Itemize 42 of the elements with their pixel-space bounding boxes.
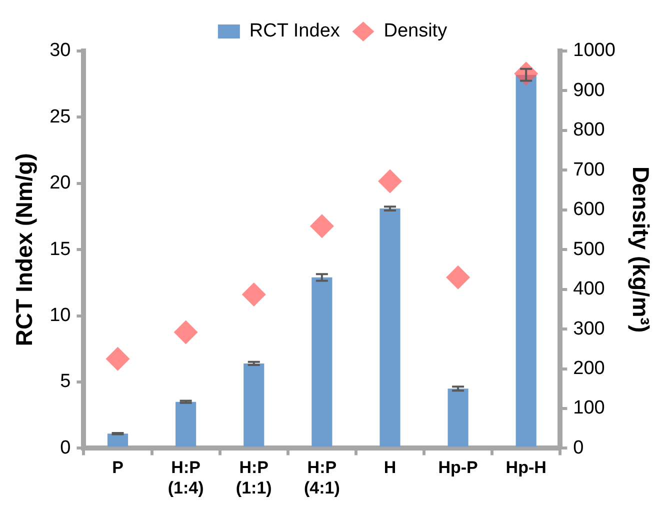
x-tick-label: H:P (4:1) <box>304 458 340 498</box>
bar <box>312 277 332 447</box>
y2-tick-label: 600 <box>573 199 605 220</box>
y2-tick-label: 300 <box>573 318 605 340</box>
legend-label: Density <box>384 20 448 42</box>
point <box>242 282 266 306</box>
legend-label: RCT Index <box>249 20 340 42</box>
bar <box>107 434 128 447</box>
y-tick-label: 0 <box>60 437 71 458</box>
bar <box>244 363 264 447</box>
y2-tick-label: 100 <box>573 398 605 419</box>
y2-tick-label: 0 <box>573 437 584 458</box>
x-tick-label: H <box>384 458 396 478</box>
y2-tick-label: 200 <box>573 358 605 379</box>
y-axis-title: RCT Index (Nm/g) <box>11 153 38 346</box>
y-tick-label: 15 <box>50 238 71 260</box>
y2-tick-label: 800 <box>573 120 605 141</box>
bar <box>380 208 400 447</box>
y-tick-label: 20 <box>50 172 71 194</box>
y-tick-label: 5 <box>60 371 71 392</box>
x-tick-label: Hp-H <box>506 458 546 478</box>
y-tick-label: 10 <box>50 305 71 326</box>
y-tick-label: 30 <box>50 40 71 62</box>
x-tick-label: Hp-P <box>438 458 478 478</box>
x-tick-label: H:P (1:4) <box>168 458 204 498</box>
y2-tick-label: 900 <box>573 80 605 101</box>
point <box>174 320 198 344</box>
y2-axis-title: Density (kg/m³) <box>628 166 654 333</box>
y-tick-label: 25 <box>50 106 71 128</box>
point <box>310 214 334 238</box>
point <box>106 346 130 371</box>
bar <box>516 74 536 447</box>
bar <box>448 388 468 447</box>
x-tick-label: P <box>112 458 124 478</box>
bar <box>176 402 196 447</box>
point <box>378 169 402 194</box>
y2-tick-label: 400 <box>573 278 605 300</box>
x-tick-label: H:P (1:1) <box>236 458 272 498</box>
point <box>446 265 470 290</box>
y2-tick-label: 1000 <box>573 40 616 62</box>
y2-tick-label: 500 <box>573 238 605 260</box>
y2-tick-label: 700 <box>573 159 605 180</box>
